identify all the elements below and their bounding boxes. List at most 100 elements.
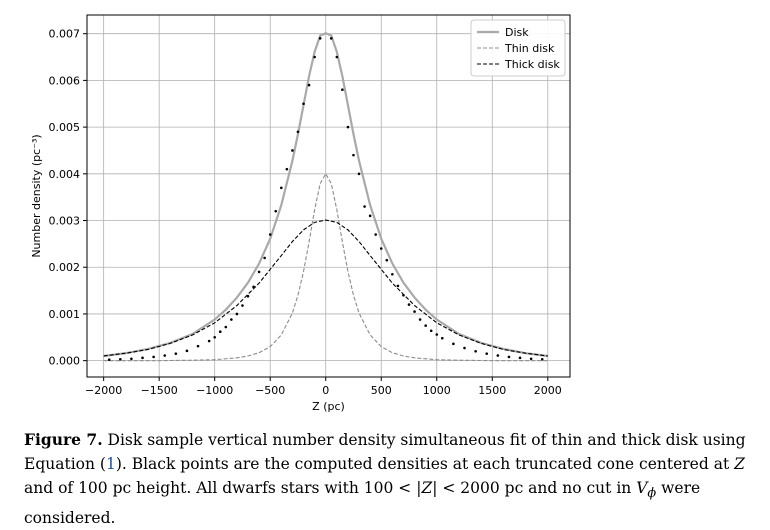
data-point xyxy=(274,209,278,213)
x-tick-label: −500 xyxy=(255,384,285,397)
series-line-thin-disk xyxy=(103,172,548,362)
data-point xyxy=(540,357,544,361)
data-point xyxy=(296,130,300,134)
data-point xyxy=(346,125,350,129)
data-point xyxy=(119,357,122,361)
y-tick-label: 0.000 xyxy=(49,355,81,368)
figure-caption: Figure 7. Disk sample vertical number de… xyxy=(24,428,764,530)
legend-box xyxy=(470,19,566,77)
data-point xyxy=(407,303,411,306)
caption-text-2: ). Black points are the computed densiti… xyxy=(115,455,735,473)
equation-ref-link[interactable]: 1 xyxy=(105,455,116,473)
data-point xyxy=(307,83,311,87)
legend: Disk Thin disk Thick disk xyxy=(470,19,566,77)
data-point xyxy=(224,325,228,329)
plot-frame xyxy=(86,14,571,378)
data-point xyxy=(474,350,477,353)
y-axis-ticks: 0.000 0.001 0.002 0.003 0.004 0.005 0.006 0.007 xyxy=(49,28,87,368)
data-point xyxy=(463,346,466,350)
data-point xyxy=(252,285,255,289)
data-point xyxy=(341,88,344,92)
data-point xyxy=(207,339,211,343)
data-point xyxy=(485,352,489,355)
data-point xyxy=(230,318,233,321)
caption-var-v: V xyxy=(636,479,648,497)
y-tick-label: 0.003 xyxy=(49,215,81,228)
x-tick-label: −1500 xyxy=(141,384,178,397)
data-point xyxy=(257,270,261,274)
y-axis-label: Number density (pc⁻³) xyxy=(30,134,43,257)
data-point xyxy=(529,357,533,361)
x-tick-label: 500 xyxy=(371,384,392,397)
data-point xyxy=(174,352,178,355)
curves xyxy=(103,32,548,362)
data-point xyxy=(329,37,333,40)
data-point xyxy=(335,55,339,59)
data-point xyxy=(130,357,133,361)
y-tick-label: 0.005 xyxy=(49,121,81,134)
data-point xyxy=(313,55,316,59)
data-point xyxy=(235,312,239,316)
data-point xyxy=(518,356,522,360)
data-point xyxy=(163,354,167,357)
caption-text-4: | < 2000 pc and no cut in xyxy=(432,479,637,497)
data-point xyxy=(268,233,272,236)
x-axis-ticks: −2000 −1500 −1000 −500 0 500 1000 1500 2000 xyxy=(85,377,562,397)
data-point xyxy=(263,256,266,260)
data-point xyxy=(441,336,444,340)
x-tick-label: −1000 xyxy=(196,384,233,397)
caption-text-3: and of 100 pc height. All dwarfs stars w… xyxy=(24,479,422,497)
data-point xyxy=(507,355,511,359)
data-point xyxy=(196,344,200,348)
data-point xyxy=(280,186,283,190)
x-tick-label: 1500 xyxy=(478,384,506,397)
data-point xyxy=(185,349,189,353)
data-point xyxy=(418,318,422,321)
y-tick-label: 0.001 xyxy=(49,308,81,321)
data-point xyxy=(318,37,322,40)
data-point xyxy=(413,310,416,313)
data-point xyxy=(391,272,394,276)
data-point xyxy=(285,167,289,171)
x-tick-label: 1000 xyxy=(423,384,451,397)
data-point xyxy=(302,102,305,106)
data-point xyxy=(452,342,455,346)
data-point xyxy=(496,354,500,357)
y-tick-label: 0.007 xyxy=(49,28,81,41)
caption-var-z2: Z xyxy=(421,479,433,497)
caption-var-v-sub: ϕ xyxy=(647,486,657,502)
data-points xyxy=(107,37,544,362)
data-point xyxy=(107,358,111,362)
data-point xyxy=(291,149,294,152)
data-point xyxy=(218,330,222,333)
data-point xyxy=(357,172,361,176)
legend-label: Disk xyxy=(505,26,529,39)
chart: −2000 −1500 −1000 −500 0 500 1000 1500 2000 0.00… xyxy=(30,14,571,413)
x-tick-label: 2000 xyxy=(534,384,562,397)
caption-text-1: Disk sample vertical number density simu… xyxy=(24,431,746,473)
x-tick-label: 0 xyxy=(322,384,329,397)
data-point xyxy=(385,258,389,262)
x-axis-label: Z (pc) xyxy=(312,400,345,413)
data-point xyxy=(424,324,427,327)
data-point xyxy=(379,247,383,250)
data-point xyxy=(141,356,144,360)
series-line-thick-disk xyxy=(103,219,548,357)
data-point xyxy=(152,355,155,359)
caption-label: Figure 7. xyxy=(24,430,103,449)
data-point xyxy=(396,284,400,288)
series-line-disk xyxy=(103,32,548,358)
legend-label: Thin disk xyxy=(504,42,555,55)
data-point xyxy=(213,335,216,339)
data-point xyxy=(246,294,250,298)
data-point xyxy=(241,304,244,307)
y-tick-label: 0.006 xyxy=(49,74,81,87)
data-point xyxy=(368,214,372,218)
data-point xyxy=(429,329,433,333)
data-point xyxy=(435,333,439,336)
legend-label: Thick disk xyxy=(504,58,560,71)
x-tick-label: −2000 xyxy=(85,384,122,397)
y-tick-label: 0.002 xyxy=(49,261,81,274)
data-point xyxy=(363,205,366,208)
data-point xyxy=(374,233,377,236)
